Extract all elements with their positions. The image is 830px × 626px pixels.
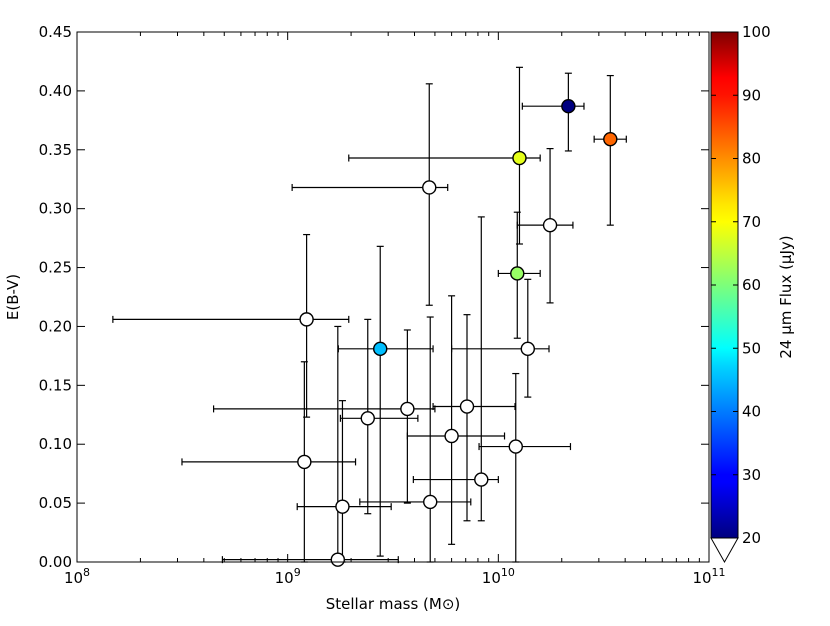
colorbar-tick-label: 90 <box>742 86 761 104</box>
x-axis-title: Stellar mass (M⊙) <box>326 595 461 613</box>
plot-background <box>77 32 709 562</box>
y-tick-label: 0.40 <box>39 82 72 100</box>
y-tick-label: 0.25 <box>39 259 72 277</box>
y-tick-label: 0.05 <box>39 494 72 512</box>
data-point <box>474 472 489 487</box>
data-point <box>360 411 375 426</box>
colorbar-tick-label: 30 <box>742 466 761 484</box>
data-point <box>330 552 346 567</box>
data-point <box>603 131 618 147</box>
y-tick-label: 0.15 <box>39 376 72 394</box>
colorbar-tick-label: 40 <box>742 403 761 421</box>
data-point <box>512 150 527 166</box>
data-point <box>299 312 314 327</box>
data-point <box>297 454 312 470</box>
data-point <box>373 341 388 357</box>
colorbar-tick-label: 20 <box>742 529 761 547</box>
data-point <box>444 428 459 444</box>
data-point <box>510 266 525 281</box>
data-point <box>335 499 350 514</box>
x-axis-title-main: Stellar mass (M⊙) <box>326 595 461 613</box>
x-tick-label: 1011 <box>692 566 725 587</box>
data-point <box>542 217 558 233</box>
x-tick-label: 109 <box>275 566 301 587</box>
x-tick-label: 1010 <box>482 566 515 587</box>
data-point <box>459 399 475 414</box>
y-tick-label: 0.00 <box>39 553 72 571</box>
colorbar-extend-triangle <box>710 537 739 564</box>
x-tick-label: 108 <box>64 566 90 587</box>
colorbar-label: 24 μm Flux (μJy) <box>777 235 795 358</box>
colorbar-tick-label: 60 <box>742 276 761 294</box>
colorbar-tick-label: 70 <box>742 213 761 231</box>
data-point <box>400 401 415 417</box>
colorbar: 20 30 40 50 60 70 80 90 100 24 μm Flux (μJy) <box>710 23 795 564</box>
data-point <box>561 98 576 114</box>
colorbar-tick-label: 50 <box>742 339 761 357</box>
plot-frame <box>76 31 710 563</box>
y-axis-title: E(B-V) <box>4 274 22 320</box>
y-tick-label: 0.30 <box>39 200 72 218</box>
y-tick-label: 0.35 <box>39 141 72 159</box>
y-ticks: 0.00 0.05 0.10 0.15 0.20 0.25 0.30 0.35 0.40 0.45 <box>39 23 709 571</box>
data-point <box>520 341 536 357</box>
data-point <box>423 494 438 510</box>
data-point <box>508 439 523 454</box>
colorbar-tick-label: 100 <box>742 23 771 41</box>
data-points <box>297 98 618 567</box>
colorbar-tick-label: 80 <box>742 150 761 168</box>
data-point <box>422 180 437 195</box>
y-tick-label: 0.45 <box>39 23 72 41</box>
colorbar-ticks: 20 30 40 50 60 70 80 90 100 <box>711 23 771 547</box>
y-tick-label: 0.10 <box>39 435 72 453</box>
y-tick-label: 0.20 <box>39 317 72 335</box>
error-bars <box>112 66 627 564</box>
